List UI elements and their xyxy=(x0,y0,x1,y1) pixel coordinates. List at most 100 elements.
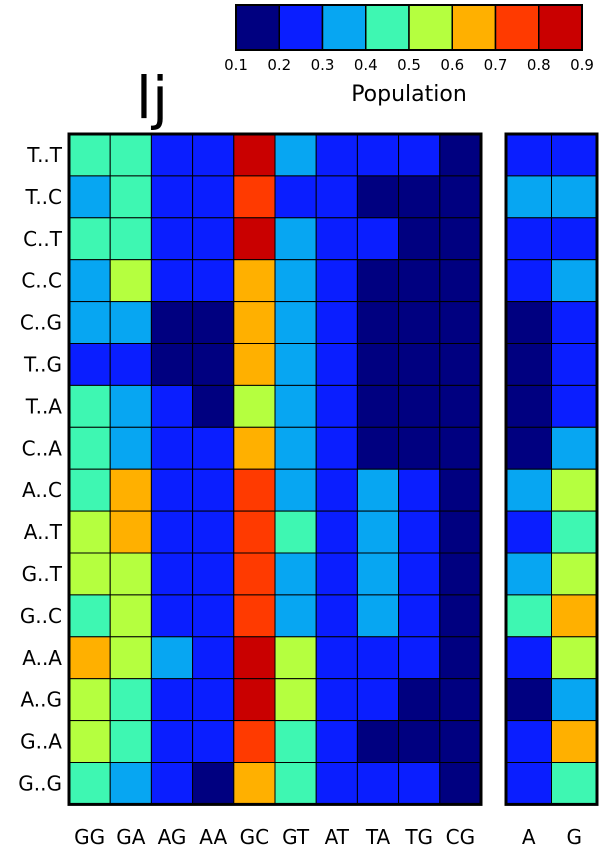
column-label: TA xyxy=(365,825,391,849)
heatmap-cell xyxy=(109,259,152,303)
row-label: C..T xyxy=(23,227,63,251)
panel-frame xyxy=(504,132,599,806)
heatmap-cell xyxy=(274,133,317,177)
heatmap-cell xyxy=(150,384,194,428)
heatmap-cell xyxy=(439,762,482,805)
heatmap-cell xyxy=(356,636,400,680)
heatmap-cell xyxy=(398,384,441,428)
heatmap-cell xyxy=(192,343,235,386)
heatmap-cell xyxy=(274,301,317,345)
colorbar-label: Population xyxy=(351,82,467,107)
row-label: T..G xyxy=(23,352,62,376)
heatmap-cell xyxy=(356,762,400,805)
heatmap-cell xyxy=(150,636,194,680)
heatmap-cell xyxy=(192,636,235,680)
row-label: G..T xyxy=(22,562,63,586)
heatmap-cell xyxy=(109,552,152,596)
heatmap-cell xyxy=(398,217,441,261)
heatmap-cell xyxy=(233,468,276,512)
column-label: G xyxy=(567,825,583,849)
heatmap-cell xyxy=(68,594,111,638)
heatmap-cell xyxy=(150,301,194,345)
heatmap-cell xyxy=(68,762,111,805)
heatmap-cell xyxy=(233,594,276,638)
heatmap-cell xyxy=(439,594,482,638)
row-label: A..G xyxy=(20,688,62,712)
heatmap-cell xyxy=(109,468,152,512)
heatmap-cell xyxy=(233,384,276,428)
heatmap-cell xyxy=(150,217,194,261)
heatmap-cell xyxy=(315,217,358,261)
heatmap-cell xyxy=(439,175,482,219)
heatmap-cell xyxy=(192,468,235,512)
heatmap-cell xyxy=(356,175,400,219)
heatmap-cell xyxy=(192,301,235,345)
heatmap-cell xyxy=(274,678,317,722)
heatmap-cell xyxy=(233,301,276,345)
column-label: TG xyxy=(404,825,433,849)
colorbar-tick-label: 0.5 xyxy=(397,56,421,74)
heatmap-cell xyxy=(274,426,317,470)
colorbar-frame xyxy=(235,4,583,51)
column-label: GT xyxy=(282,825,310,849)
column-label: CG xyxy=(446,825,475,849)
colorbar-segment xyxy=(538,4,583,51)
heatmap-cell xyxy=(150,133,194,177)
heatmap-cell xyxy=(551,426,598,470)
heatmap-cell xyxy=(274,762,317,805)
heatmap-cell xyxy=(192,217,235,261)
colorbar-tick-label: 0.8 xyxy=(527,56,551,74)
heatmap-cell xyxy=(551,636,598,680)
heatmap-cell xyxy=(315,384,358,428)
heatmap-cell xyxy=(274,259,317,303)
row-labels: T..T T..C C..T C..C C..G T..G T..A C..A A..C A..T… xyxy=(18,143,62,796)
heatmap-cell xyxy=(274,552,317,596)
heatmap-cell xyxy=(233,678,276,722)
heatmap-cell xyxy=(274,217,317,261)
heatmap-cell xyxy=(505,217,552,261)
heatmap-cell xyxy=(398,343,441,386)
heatmap-cell xyxy=(505,720,552,763)
heatmap-cell xyxy=(68,678,111,722)
heatmap-cell xyxy=(233,720,276,763)
heatmap-cell xyxy=(233,259,276,303)
column-label: GG xyxy=(74,825,105,849)
heatmap-cell xyxy=(109,678,152,722)
heatmap-cell xyxy=(398,133,441,177)
colorbar-segment xyxy=(408,4,453,51)
row-label: A..C xyxy=(22,478,62,502)
heatmap-cell xyxy=(551,343,598,386)
heatmap-cell xyxy=(150,552,194,596)
heatmap-cell xyxy=(551,133,598,177)
heatmap-cell xyxy=(68,259,111,303)
heatmap-cell xyxy=(398,678,441,722)
heatmap-cell xyxy=(109,426,152,470)
heatmap-cell xyxy=(109,133,152,177)
heatmap-cell xyxy=(551,510,598,554)
heatmap-cell xyxy=(315,762,358,805)
heatmap-cell xyxy=(398,762,441,805)
row-label: C..G xyxy=(20,311,62,335)
colorbar-tick-label: 0.4 xyxy=(354,56,378,74)
heatmap-cell xyxy=(192,552,235,596)
heatmap-cell xyxy=(315,636,358,680)
column-labels: GG GA AG AA GC GT AT TA TG CG A G xyxy=(74,825,582,849)
heatmap-cell xyxy=(68,468,111,512)
colorbar-segment xyxy=(278,4,324,51)
heatmap-cell xyxy=(68,720,111,763)
heatmap-cell xyxy=(505,678,552,722)
heatmap-cell xyxy=(68,217,111,261)
heatmap-cell xyxy=(192,175,235,219)
panel-frame xyxy=(67,132,483,806)
heatmap-cell xyxy=(315,259,358,303)
heatmap-cell xyxy=(274,720,317,763)
heatmap-cell xyxy=(150,426,194,470)
heatmap-cell xyxy=(439,343,482,386)
heatmap-cell xyxy=(315,301,358,345)
heatmap-cell xyxy=(439,636,482,680)
heatmap-cell xyxy=(505,468,552,512)
colorbar-segment xyxy=(451,4,497,51)
heatmap-cell xyxy=(505,384,552,428)
heatmap-cell xyxy=(68,426,111,470)
row-label: T..A xyxy=(25,394,63,418)
